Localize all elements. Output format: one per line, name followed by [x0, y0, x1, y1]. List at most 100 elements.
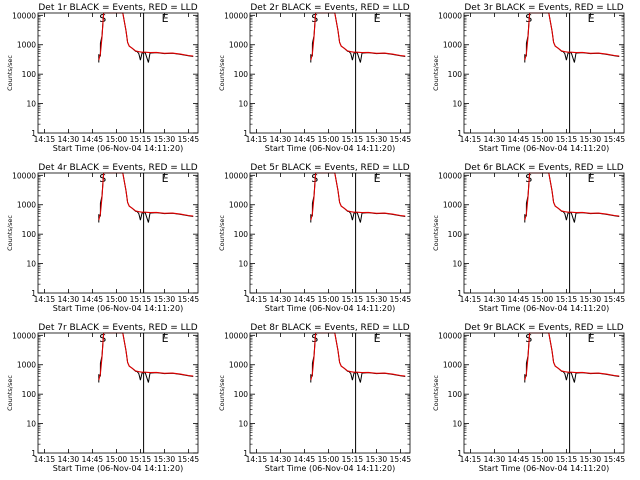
series-line-lld: [310, 12, 406, 61]
y-tick-label: 10000: [224, 331, 248, 340]
x-tick-label: 14:30: [58, 455, 80, 464]
x-tick-label: 14:30: [484, 455, 506, 464]
y-tick-label: 100: [234, 70, 249, 79]
series-line-lld: [98, 12, 194, 61]
marker-label: E: [374, 12, 381, 25]
plot-frame: [37, 12, 199, 134]
y-tick-label: 10: [452, 260, 462, 269]
marker-label: E: [588, 172, 595, 185]
y-tick-label: 1000: [443, 361, 462, 370]
y-axis-label: Counts/sec: [432, 375, 440, 411]
x-tick-label: 14:45: [82, 455, 104, 464]
y-tick-label: 10: [26, 100, 36, 109]
y-tick-label: 1: [457, 449, 462, 458]
series-line-events: [524, 12, 620, 63]
x-tick-label: 14:45: [508, 455, 530, 464]
panel-title: Det 9r BLACK = Events, RED = LLD: [464, 323, 623, 333]
plot-frame: [463, 172, 625, 294]
x-tick-label: 15:15: [342, 135, 364, 144]
panel-title: Det 1r BLACK = Events, RED = LLD: [38, 3, 197, 13]
y-tick-label: 1000: [229, 201, 248, 210]
y-tick-label: 10: [452, 100, 462, 109]
x-tick-label: 15:45: [178, 295, 200, 304]
y-tick-label: 100: [448, 70, 463, 79]
x-tick-label: 15:30: [366, 455, 388, 464]
series-line-events: [524, 172, 620, 223]
y-tick-label: 1000: [443, 201, 462, 210]
y-tick-label: 10000: [438, 331, 462, 340]
x-tick-label: 15:45: [604, 135, 626, 144]
x-tick-label: 15:15: [130, 135, 152, 144]
marker-label: E: [588, 332, 595, 345]
x-tick-label: 14:45: [294, 135, 316, 144]
series-line-lld: [98, 172, 194, 221]
x-tick-label: 15:00: [106, 455, 128, 464]
x-tick-label: 15:00: [532, 135, 554, 144]
x-tick-label: 14:45: [508, 135, 530, 144]
plot-frame: [37, 172, 199, 294]
x-tick-label: 14:15: [460, 295, 482, 304]
x-tick-label: 14:15: [246, 135, 268, 144]
y-axis-label: Counts/sec: [432, 215, 440, 251]
x-tick-label: 14:45: [508, 295, 530, 304]
plot-frame: [37, 332, 199, 454]
series-line-lld: [98, 332, 194, 381]
x-axis-label: Start Time (06-Nov-04 14:11:20): [479, 464, 609, 473]
y-tick-label: 10000: [224, 11, 248, 20]
plot-frame: [463, 12, 625, 134]
x-tick-label: 14:30: [484, 135, 506, 144]
x-axis-label: Start Time (06-Nov-04 14:11:20): [53, 464, 183, 473]
y-tick-label: 100: [22, 390, 37, 399]
x-tick-label: 15:45: [390, 295, 412, 304]
series-line-lld: [524, 172, 620, 221]
y-tick-label: 10: [452, 420, 462, 429]
x-tick-label: 15:00: [318, 135, 340, 144]
series-line-lld: [524, 332, 620, 381]
plot-frame: [463, 332, 625, 454]
series-line-events: [98, 172, 194, 223]
y-tick-label: 100: [448, 390, 463, 399]
series-line-events: [524, 332, 620, 383]
y-tick-label: 1: [31, 129, 36, 138]
y-tick-label: 1: [31, 289, 36, 298]
y-axis-label: Counts/sec: [218, 215, 226, 251]
y-tick-label: 10000: [12, 171, 36, 180]
panel-title: Det 8r BLACK = Events, RED = LLD: [250, 323, 409, 333]
x-tick-label: 14:30: [270, 135, 292, 144]
x-tick-label: 14:30: [270, 455, 292, 464]
y-tick-label: 10000: [12, 331, 36, 340]
x-tick-label: 15:30: [154, 455, 176, 464]
y-axis-label: Counts/sec: [6, 215, 14, 251]
x-axis-label: Start Time (06-Nov-04 14:11:20): [265, 464, 395, 473]
panel-title: Det 3r BLACK = Events, RED = LLD: [464, 3, 623, 13]
y-tick-label: 1000: [17, 361, 36, 370]
x-axis-label: Start Time (06-Nov-04 14:11:20): [265, 144, 395, 153]
series-line-events: [98, 332, 194, 383]
y-tick-label: 10000: [438, 171, 462, 180]
x-tick-label: 14:15: [246, 455, 268, 464]
x-tick-label: 14:30: [270, 295, 292, 304]
x-tick-label: 15:30: [580, 455, 602, 464]
x-tick-label: 15:00: [106, 295, 128, 304]
y-axis-label: Counts/sec: [432, 55, 440, 91]
y-tick-label: 100: [234, 390, 249, 399]
x-tick-label: 15:45: [390, 455, 412, 464]
plot-frame: [249, 172, 411, 294]
x-tick-label: 15:45: [178, 455, 200, 464]
x-tick-label: 15:30: [580, 135, 602, 144]
series-line-lld: [310, 172, 406, 221]
x-tick-label: 15:45: [178, 135, 200, 144]
series-line-lld: [524, 12, 620, 61]
x-tick-label: 15:00: [318, 455, 340, 464]
marker-label: E: [162, 172, 169, 185]
x-tick-label: 15:15: [342, 295, 364, 304]
x-tick-label: 15:00: [532, 455, 554, 464]
panel-title: Det 7r BLACK = Events, RED = LLD: [38, 323, 197, 333]
y-tick-label: 100: [22, 70, 37, 79]
